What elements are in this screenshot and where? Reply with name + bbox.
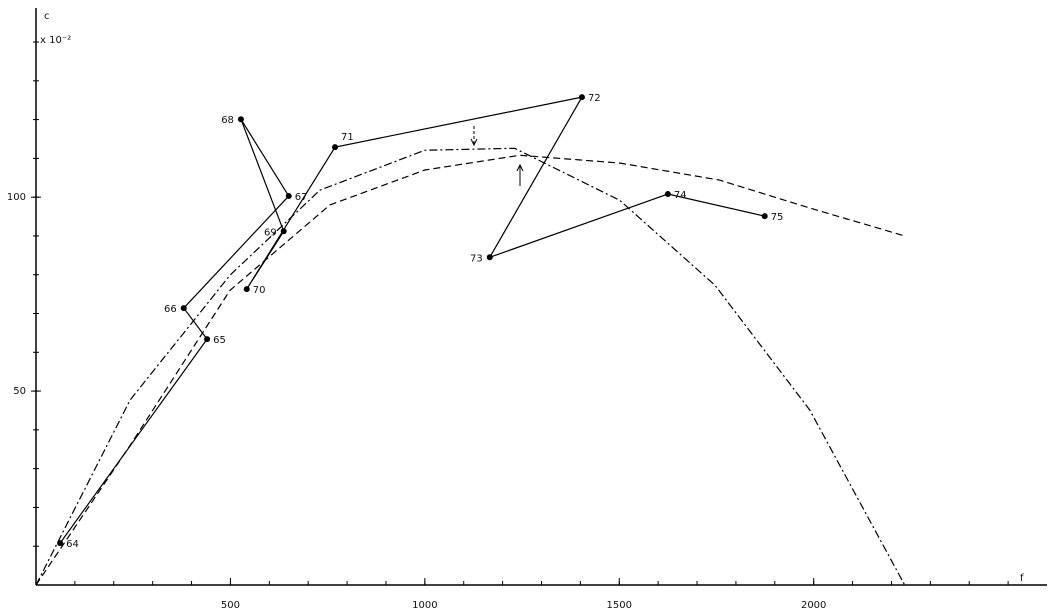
x-axis-label: f [1020, 573, 1024, 584]
point-label: 65 [213, 335, 226, 346]
data-point [761, 213, 768, 220]
data-point [204, 336, 211, 343]
point-label: 69 [264, 227, 277, 238]
series-line [35, 154, 905, 586]
point-label: 68 [221, 115, 234, 126]
point-label: 64 [66, 539, 79, 550]
y-axis-unit: x 10⁻² [40, 35, 71, 46]
y-axis-label: c [44, 11, 50, 22]
point-label: 72 [588, 93, 601, 104]
data-point [180, 305, 187, 312]
point-label: 71 [341, 132, 354, 143]
point-label: 66 [164, 304, 177, 315]
y-tick-label: 50 [13, 386, 26, 397]
data-point [332, 144, 339, 151]
data-point [578, 94, 585, 101]
point-label: 70 [253, 285, 266, 296]
y-tick-label: 100 [7, 192, 26, 203]
point-label: 67 [295, 192, 308, 203]
x-tick-label: 500 [221, 600, 240, 611]
arrow [470, 126, 524, 186]
data-point [285, 192, 292, 199]
x-tick-label: 2000 [801, 600, 826, 611]
point-label: 73 [470, 253, 483, 264]
point-label: 75 [771, 212, 784, 223]
x-tick-label: 1000 [412, 600, 437, 611]
data-point [486, 254, 493, 261]
data-point [243, 286, 250, 293]
series-line [59, 96, 765, 544]
data-point [280, 228, 287, 235]
point-label: 74 [674, 190, 687, 201]
data-point [237, 116, 244, 123]
data-point [664, 191, 671, 198]
x-tick-label: 1500 [607, 600, 632, 611]
